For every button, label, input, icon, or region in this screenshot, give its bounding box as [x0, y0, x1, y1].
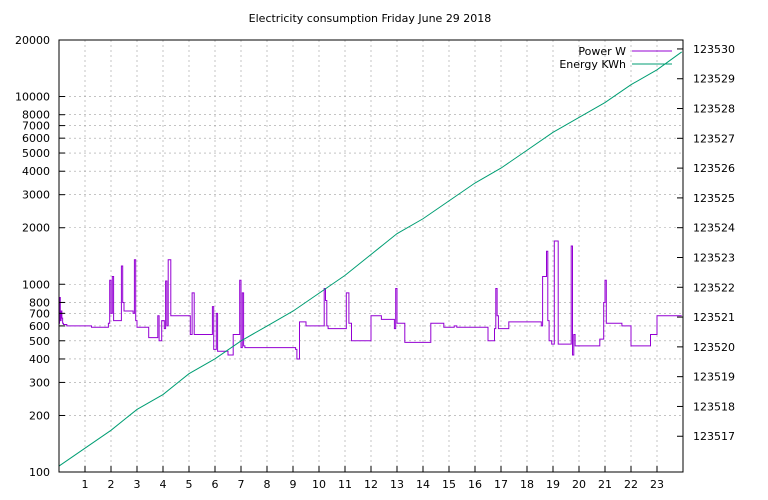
y2-tick-label: 123517: [693, 430, 735, 443]
series-line-power: [59, 240, 682, 360]
y-tick-label: 6000: [22, 132, 50, 145]
x-tick-label: 10: [312, 478, 326, 491]
y2-tick-label: 123527: [693, 132, 735, 145]
x-tick-label: 23: [650, 478, 664, 491]
x-tick-label: 9: [290, 478, 297, 491]
x-tick-label: 2: [108, 478, 115, 491]
y-tick-label: 1000: [22, 278, 50, 291]
y2-tick-label: 123518: [693, 400, 735, 413]
x-tick-label: 17: [494, 478, 508, 491]
y-tick-label: 700: [29, 307, 50, 320]
y-tick-label: 200: [29, 409, 50, 422]
y-tick-label: 5000: [22, 147, 50, 160]
series-line-energy: [58, 51, 682, 467]
y2-tick-label: 123519: [693, 371, 735, 384]
x-tick-label: 7: [238, 478, 245, 491]
x-tick-label: 6: [212, 478, 219, 491]
x-tick-label: 5: [186, 478, 193, 491]
x-tick-label: 21: [598, 478, 612, 491]
y-tick-label: 3000: [22, 189, 50, 202]
y2-tick-label: 123530: [693, 43, 735, 56]
x-tick-label: 19: [546, 478, 560, 491]
legend-label-power: Power W: [578, 45, 626, 58]
x-tick-label: 16: [468, 478, 482, 491]
y-tick-label: 100: [29, 466, 50, 479]
y-tick-label: 600: [29, 320, 50, 333]
legend-label-energy: Energy KWh: [559, 58, 626, 71]
x-tick-label: 8: [264, 478, 271, 491]
y-tick-label: 300: [29, 376, 50, 389]
x-tick-label: 15: [442, 478, 456, 491]
x-tick-label: 3: [134, 478, 141, 491]
y2-tick-label: 123522: [693, 281, 735, 294]
y-tick-label: 10000: [15, 91, 50, 104]
x-tick-label: 4: [160, 478, 167, 491]
x-tick-label: 11: [338, 478, 352, 491]
y-tick-label: 800: [29, 296, 50, 309]
x-tick-label: 22: [624, 478, 638, 491]
y-tick-label: 20000: [15, 34, 50, 47]
y2-tick-label: 123529: [693, 73, 735, 86]
legend: Power W Energy KWh: [559, 45, 672, 71]
y-tick-label: 2000: [22, 222, 50, 235]
y-tick-label: 400: [29, 353, 50, 366]
y2-tick-label: 123528: [693, 103, 735, 116]
y-tick-label: 7000: [22, 120, 50, 133]
series-layer: [58, 51, 682, 467]
x-tick-label: 12: [364, 478, 378, 491]
y2-tick-label: 123521: [693, 311, 735, 324]
x-tick-label: 1: [82, 478, 89, 491]
y2-tick-label: 123526: [693, 162, 735, 175]
y2-tick-label: 123525: [693, 192, 735, 205]
y-tick-label: 8000: [22, 109, 50, 122]
x-tick-label: 13: [390, 478, 404, 491]
chart-title: Electricity consumption Friday June 29 2…: [249, 12, 492, 25]
y2-tick-label: 123524: [693, 222, 735, 235]
y-tick-label: 4000: [22, 165, 50, 178]
grid: [59, 40, 683, 472]
x-tick-label: 14: [416, 478, 430, 491]
y2-tick-label: 123523: [693, 251, 735, 264]
y2-tick-label: 123520: [693, 341, 735, 354]
x-tick-label: 20: [572, 478, 586, 491]
x-tick-label: 18: [520, 478, 534, 491]
y-tick-label: 500: [29, 335, 50, 348]
